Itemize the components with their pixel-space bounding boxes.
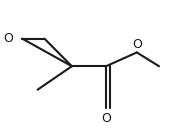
Text: O: O — [132, 38, 142, 51]
Text: O: O — [101, 112, 111, 125]
Text: O: O — [4, 32, 14, 45]
